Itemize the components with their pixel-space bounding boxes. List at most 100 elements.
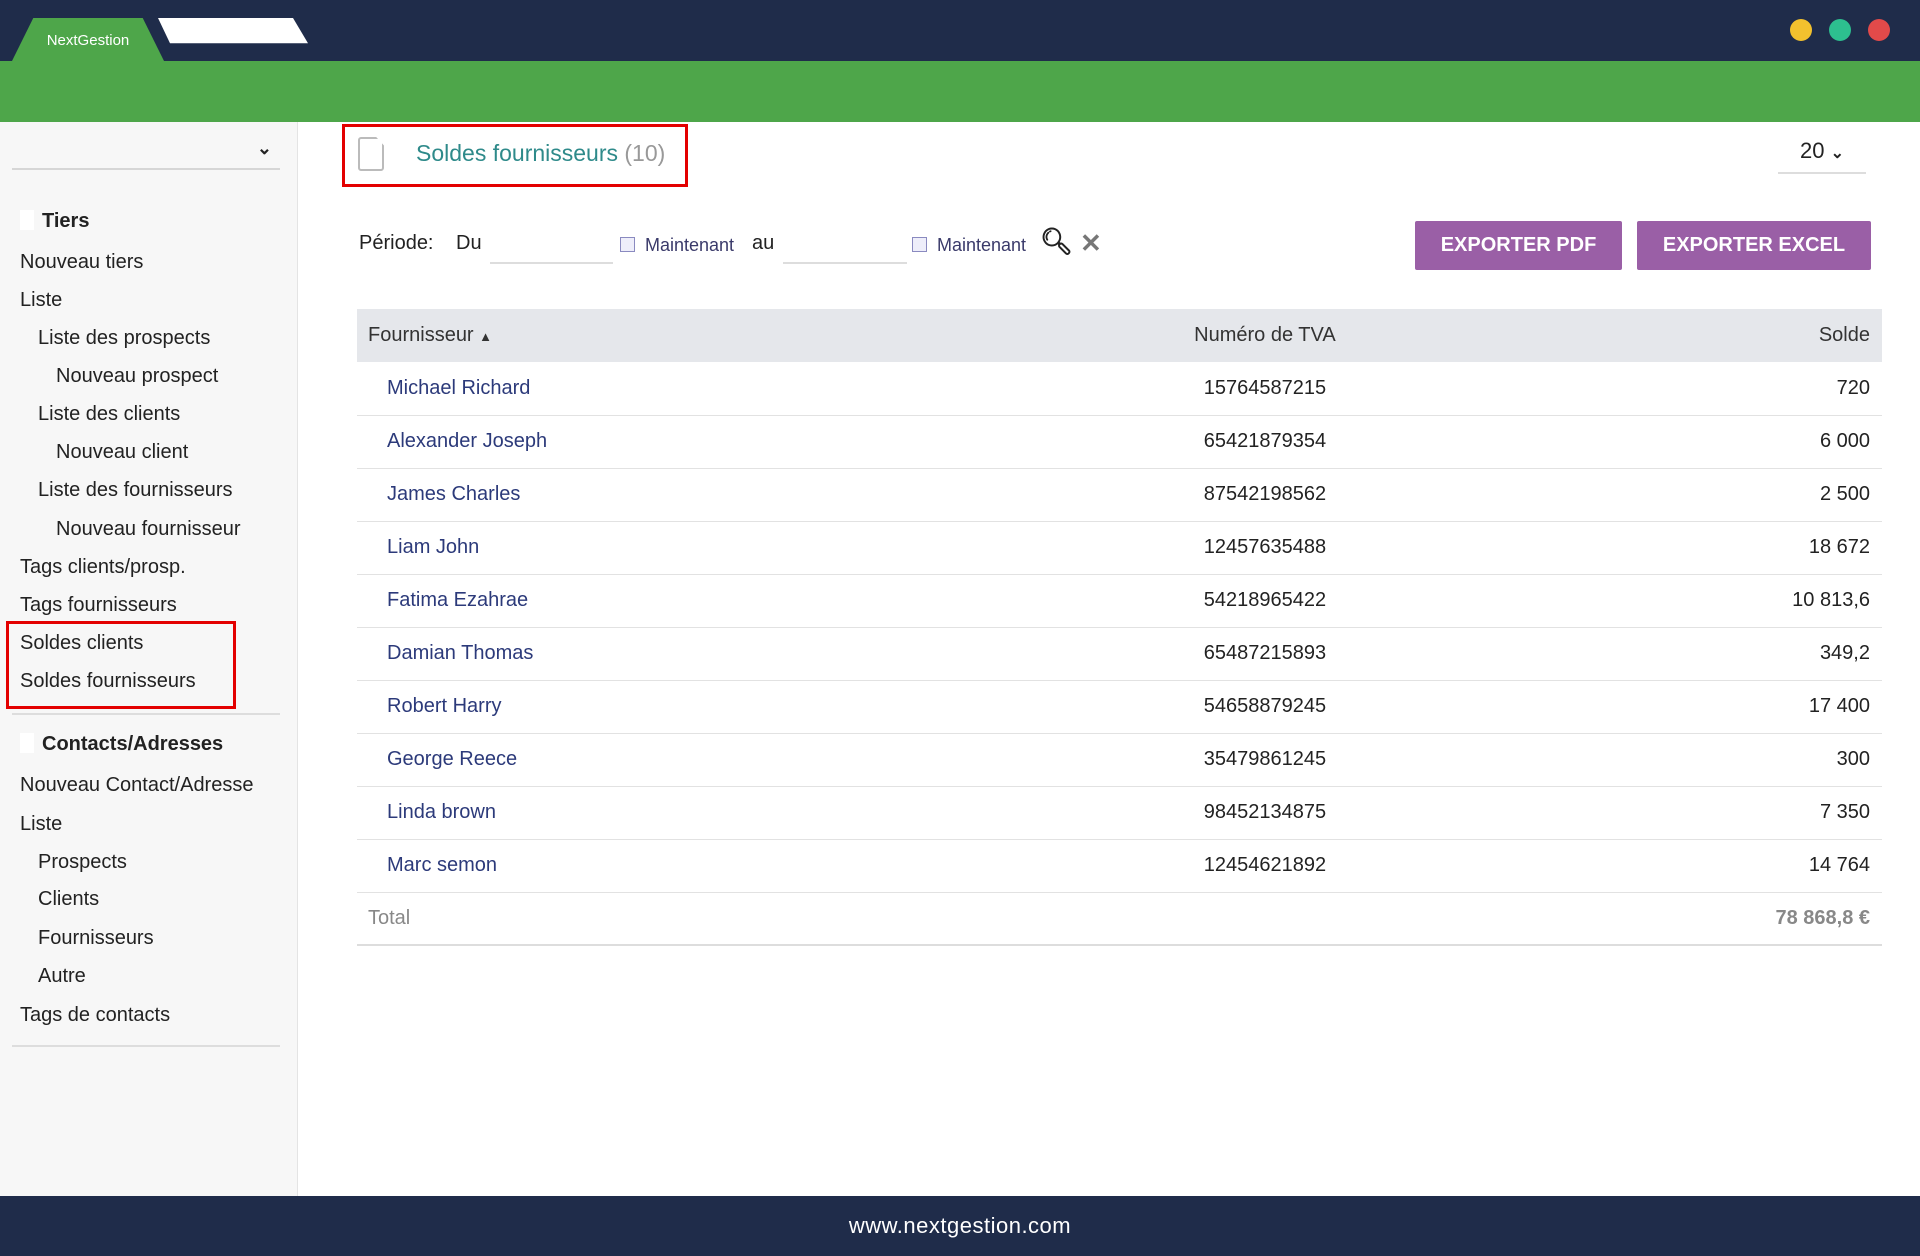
building-icon	[368, 483, 382, 503]
calendar-icon[interactable]	[620, 237, 635, 252]
tva-cell: 87542198562	[1018, 468, 1512, 522]
au-label: au	[752, 232, 775, 254]
sidebar-item[interactable]: Nouveau Contact/Adresse	[20, 774, 254, 796]
column-header-tva[interactable]: Numéro de TVA	[1018, 309, 1512, 362]
per-page-select[interactable]: 20 ⌄	[1778, 136, 1866, 174]
building-icon	[368, 430, 382, 450]
sidebar-item[interactable]: Liste des clients	[38, 403, 181, 425]
solde-cell: 720	[1511, 362, 1882, 416]
sidebar-item[interactable]: Tags de contacts	[20, 1004, 171, 1026]
chevron-down-icon: ⌄	[256, 138, 272, 158]
table-row[interactable]: James Charles 87542198562 2 500	[357, 468, 1882, 522]
supplier-link[interactable]: Marc semon	[387, 854, 498, 876]
page-title: Soldes fournisseurs (10)	[416, 140, 665, 167]
table-row[interactable]: Damian Thomas 65487215893 349,2	[357, 627, 1882, 681]
solde-cell: 349,2	[1511, 627, 1882, 681]
supplier-link[interactable]: Damian Thomas	[387, 642, 534, 664]
contact-card-icon	[20, 733, 34, 753]
tva-cell: 12454621892	[1018, 839, 1512, 893]
sidebar-item[interactable]: Tags fournisseurs	[20, 594, 177, 616]
sidebar-select[interactable]: ⌄	[12, 130, 280, 170]
table-row[interactable]: Alexander Joseph 65421879354 6 000	[357, 415, 1882, 469]
window-dot-green[interactable]	[1829, 19, 1851, 41]
nav-item[interactable]	[467, 147, 574, 161]
supplier-link[interactable]: Liam John	[387, 536, 480, 558]
solde-cell: 10 813,6	[1511, 574, 1882, 628]
sidebar-item[interactable]: Soldes fournisseurs	[20, 670, 196, 692]
export-excel-button[interactable]: EXPORTER EXCEL	[1637, 221, 1871, 270]
sidebar-item[interactable]: Autre	[38, 965, 86, 987]
tva-cell: 98452134875	[1018, 786, 1512, 840]
tva-cell: 54658879245	[1018, 680, 1512, 734]
divider	[12, 713, 280, 715]
close-icon[interactable]: ✕	[1080, 228, 1102, 258]
supplier-link[interactable]: Michael Richard	[387, 376, 531, 399]
table-row[interactable]: George Reece 35479861245 300	[357, 733, 1882, 787]
table-row[interactable]: Linda brown 98452134875 7 350	[357, 786, 1882, 840]
nav-item[interactable]	[608, 147, 715, 161]
sidebar-item[interactable]: Fournisseurs	[38, 927, 154, 949]
sidebar-item[interactable]: Liste	[20, 289, 63, 311]
sidebar-section-contacts[interactable]: Contacts/Adresses	[20, 733, 223, 756]
tva-cell: 35479861245	[1018, 733, 1512, 787]
date-to-input[interactable]	[783, 262, 907, 264]
sidebar-item[interactable]: Nouveau tiers	[20, 251, 144, 273]
nav-item[interactable]	[888, 147, 995, 161]
sidebar-section-tiers[interactable]: Tiers	[20, 210, 89, 233]
sidebar-item[interactable]: Tags clients/prosp.	[20, 556, 186, 578]
table-row[interactable]: Robert Harry 54658879245 17 400	[357, 680, 1882, 734]
column-header-fournisseur[interactable]: Fournisseur ▲	[357, 309, 1019, 362]
search-icon[interactable]: 🔍︎	[1040, 226, 1074, 256]
supplier-link[interactable]: Fatima Ezahrae	[387, 589, 529, 611]
divider	[12, 1045, 280, 1047]
title-count: (10)	[624, 140, 666, 166]
now-to-link[interactable]: Maintenant	[937, 235, 1027, 255]
solde-cell: 6 000	[1511, 415, 1882, 469]
highlight-box	[342, 124, 688, 187]
solde-cell: 2 500	[1511, 468, 1882, 522]
du-label: Du	[456, 232, 482, 254]
table-row[interactable]: Michael Richard 15764587215 720	[357, 362, 1882, 416]
chevron-down-icon: ⌄	[1830, 145, 1844, 162]
tva-cell: 15764587215	[1018, 362, 1512, 416]
sidebar-item[interactable]: Prospects	[38, 851, 127, 873]
supplier-link[interactable]: James Charles	[387, 483, 521, 505]
title-text: Soldes fournisseurs	[416, 140, 618, 166]
balances-table: Fournisseur ▲ Numéro de TVA Solde Michae…	[357, 309, 1882, 946]
window-dot-red[interactable]	[1868, 19, 1890, 41]
sidebar-item[interactable]: Liste des fournisseurs	[38, 479, 233, 501]
sidebar-item[interactable]: Liste	[20, 813, 63, 835]
building-icon	[368, 536, 382, 556]
building-icon	[368, 801, 382, 821]
supplier-link[interactable]: Robert Harry	[387, 695, 502, 717]
sidebar-item[interactable]: Liste des prospects	[38, 327, 211, 349]
column-header-solde[interactable]: Solde	[1511, 309, 1882, 362]
solde-cell: 300	[1511, 733, 1882, 787]
calendar-icon[interactable]	[912, 237, 927, 252]
supplier-link[interactable]: Alexander Joseph	[387, 430, 548, 452]
tab-nextgestion[interactable]: NextGestion	[12, 18, 164, 61]
top-bar: NextGestion	[0, 0, 1920, 61]
main-nav	[0, 61, 1920, 161]
total-row: Total 78 868,8 €	[357, 892, 1882, 946]
date-from-input[interactable]	[490, 262, 613, 264]
table-row[interactable]: Liam John 12457635488 18 672	[357, 521, 1882, 575]
nav-item[interactable]	[748, 147, 855, 161]
tab-blank[interactable]	[158, 18, 308, 44]
building-icon	[368, 642, 382, 662]
table-row[interactable]: Fatima Ezahrae 54218965422 10 813,6	[357, 574, 1882, 628]
sidebar-item[interactable]: Clients	[38, 888, 100, 910]
now-from-link[interactable]: Maintenant	[645, 235, 735, 255]
highlight-box	[6, 621, 236, 709]
window-dot-yellow[interactable]	[1790, 19, 1812, 41]
table-row[interactable]: Marc semon 12454621892 14 764	[357, 839, 1882, 893]
sidebar-item[interactable]: Nouveau fournisseur	[56, 518, 241, 540]
sort-asc-icon: ▲	[479, 329, 493, 344]
solde-cell: 14 764	[1511, 839, 1882, 893]
sidebar-item[interactable]: Nouveau prospect	[56, 365, 219, 387]
export-pdf-button[interactable]: EXPORTER PDF	[1415, 221, 1622, 270]
sidebar-item[interactable]: Nouveau client	[56, 441, 189, 463]
supplier-link[interactable]: George Reece	[387, 748, 518, 770]
supplier-link[interactable]: Linda brown	[387, 801, 496, 823]
sidebar-item[interactable]: Soldes clients	[20, 632, 144, 654]
